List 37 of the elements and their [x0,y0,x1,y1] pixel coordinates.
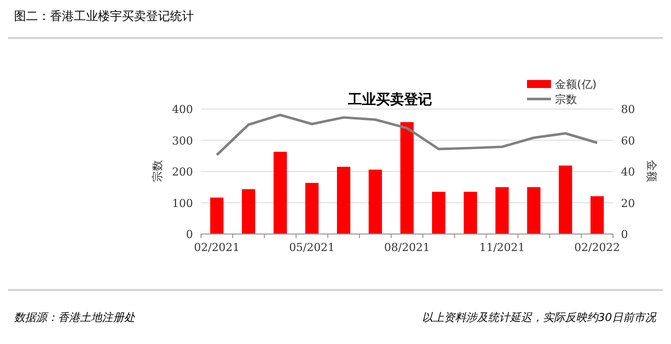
bar [274,152,287,234]
legend-label: 金额(亿) [555,78,597,91]
y-tick-label: 300 [172,134,193,148]
bar [210,198,224,234]
y2-tick-label: 20 [621,196,635,210]
x-tick-label: 02/2021 [194,241,240,254]
y2-axis-title: 金额 [645,160,658,182]
bar [495,187,509,234]
y2-tick-label: 40 [621,166,635,178]
x-tick-label: 02/2022 [574,241,620,254]
y2-tick-label: 0 [621,228,628,241]
bar [336,166,350,234]
x-tick-label: 08/2021 [384,241,430,254]
y2-tick-label: 60 [621,134,635,148]
text: 数据源：香港土地注册处 [14,311,136,324]
y2-tick-label: 80 [621,103,635,116]
x-tick-label: 11/2021 [479,241,525,254]
legend-label: 宗数 [555,93,577,106]
bar [368,170,382,234]
bar [305,182,319,234]
x-tick-label: 05/2021 [289,241,335,254]
bar [242,189,256,234]
chart-subtitle: 工业买卖登记 [347,92,432,108]
y-tick-label: 100 [172,196,193,210]
bar [432,192,446,234]
bar [400,122,414,234]
y-axis-title: 宗数 [151,160,164,182]
y-tick-label: 200 [172,166,193,178]
text: 以上资料涉及统计延迟，实际反映约30日前市况 [422,311,657,324]
bar [527,187,540,234]
line-series [216,114,598,156]
bar [590,196,604,234]
bar [558,166,572,234]
bar [464,192,478,234]
y-tick-label: 0 [186,228,193,241]
text: 图二：香港工业楼宇买卖登记统计 [14,9,194,23]
y-tick-label: 400 [172,103,193,116]
